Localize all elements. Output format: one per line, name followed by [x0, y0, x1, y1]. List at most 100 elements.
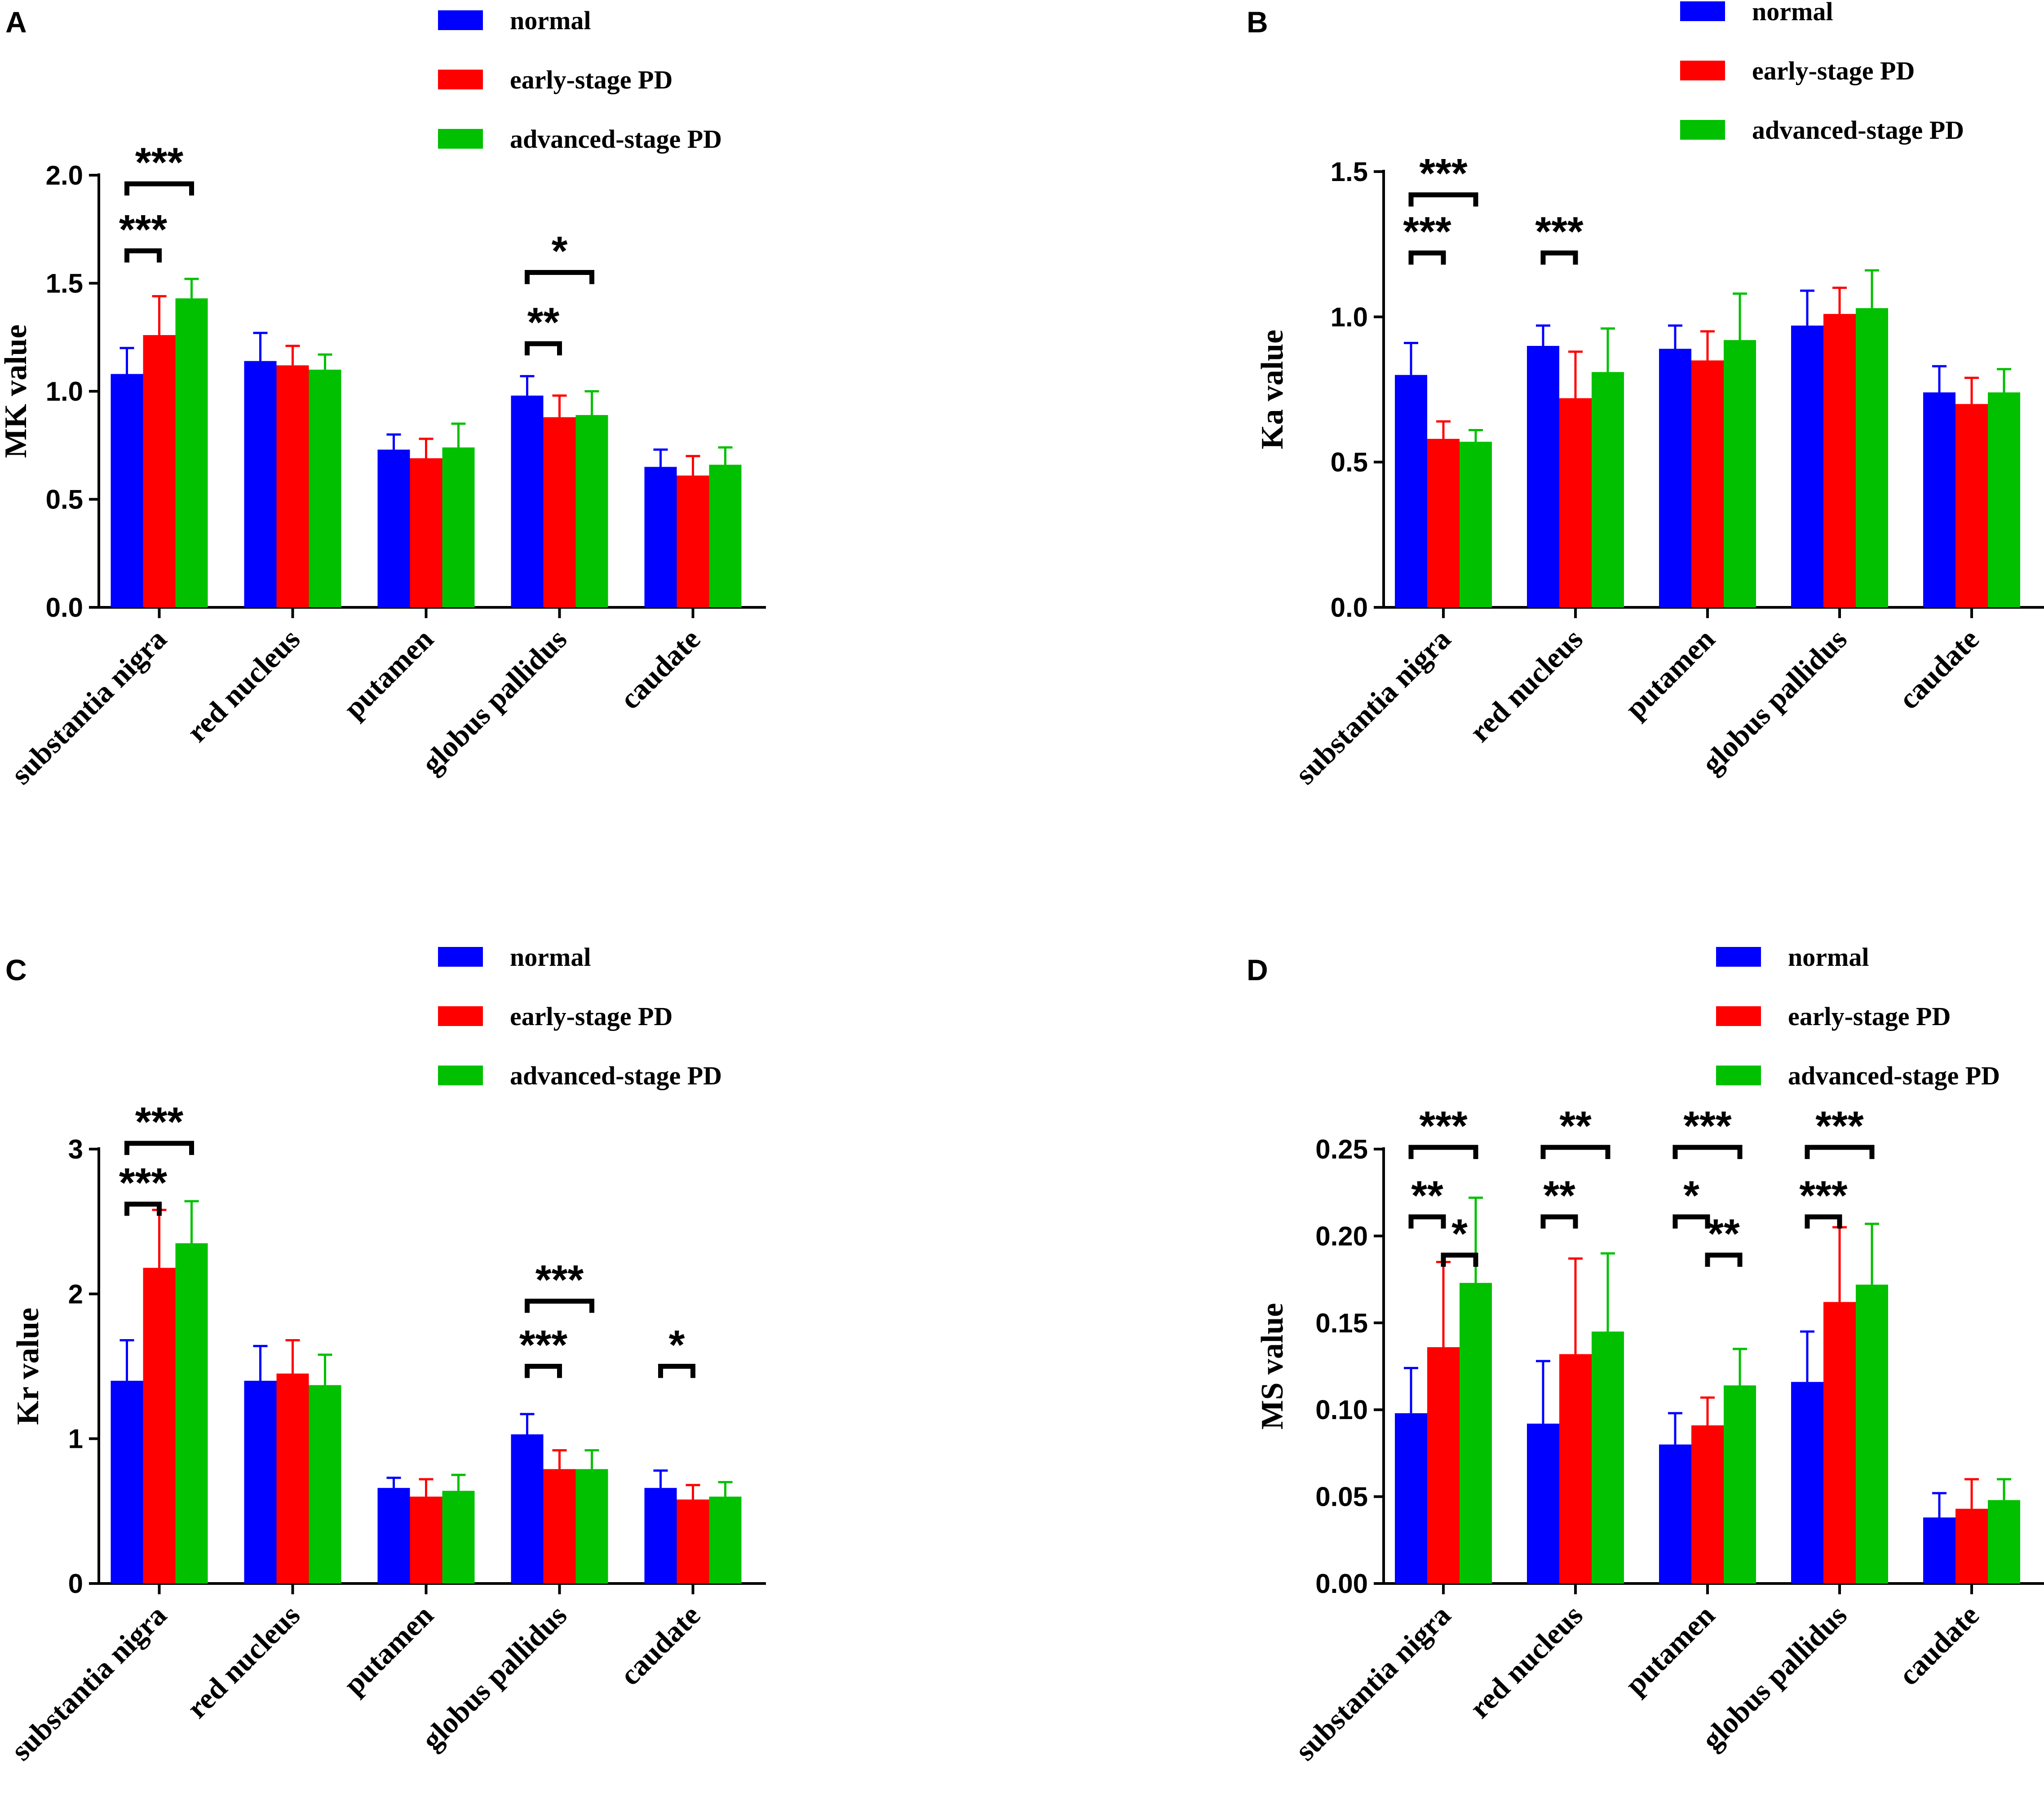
- legend-label-normal: normal: [1788, 942, 1869, 972]
- significance-bracket: [1805, 1145, 1875, 1159]
- bar-normal: [511, 395, 544, 607]
- bar-early: [143, 1268, 176, 1583]
- x-category-label: red nucleus: [181, 623, 306, 748]
- y-tick-label: 2.0: [46, 160, 83, 190]
- legend-label-early: early-stage PD: [510, 1002, 672, 1031]
- significance-bracket: [525, 341, 562, 356]
- y-tick-label: 0.0: [1331, 593, 1368, 623]
- legend-swatch-normal: [438, 947, 483, 967]
- significance-bracket: [1408, 250, 1446, 265]
- legend-label-advanced: advanced-stage PD: [1788, 1061, 2000, 1090]
- bar-normal: [1791, 1382, 1823, 1583]
- legend-swatch-early: [438, 70, 483, 89]
- bar-advanced: [1724, 1385, 1756, 1583]
- y-tick-label: 0.25: [1315, 1134, 1368, 1164]
- x-category-label: red nucleus: [1463, 623, 1589, 748]
- x-category-label: putamen: [1619, 1599, 1721, 1701]
- significance-bracket: [658, 1364, 695, 1378]
- significance-bracket: [1540, 250, 1578, 265]
- y-axis-title: MS value: [1255, 1303, 1290, 1430]
- significance-bracket: [1408, 192, 1478, 207]
- bar-normal: [1395, 375, 1427, 607]
- bar-early: [1691, 360, 1724, 607]
- panel-d: D 0.00 0.05 0.10 0.15 0.20 0.25 MS value substan…: [1247, 942, 2044, 1767]
- x-category-label: caudate: [1892, 1599, 1985, 1692]
- bar-advanced: [575, 415, 608, 607]
- bar-normal: [1395, 1413, 1427, 1583]
- legend-label-normal: normal: [1752, 0, 1833, 26]
- legend-label-normal: normal: [510, 942, 591, 972]
- panel-letter: C: [5, 953, 27, 986]
- significance-label: ***: [1683, 1103, 1732, 1149]
- bar-normal: [1659, 1444, 1691, 1583]
- bar-normal: [511, 1434, 544, 1583]
- bar-early: [1691, 1425, 1724, 1583]
- x-category-label: putamen: [337, 623, 440, 725]
- x-category-label: red nucleus: [181, 1599, 306, 1725]
- x-category-label: caudate: [1892, 623, 1985, 716]
- significance-label: ***: [1535, 209, 1584, 255]
- significance-bracket: [1805, 1214, 1842, 1229]
- significance-label: ***: [1799, 1173, 1848, 1219]
- significance-label: ***: [1815, 1103, 1864, 1149]
- significance-bracket: [525, 270, 594, 284]
- significance-label: ***: [1419, 151, 1468, 197]
- bar-normal: [377, 1488, 410, 1583]
- legend-swatch-advanced: [438, 1066, 483, 1085]
- bar-advanced: [1724, 340, 1756, 607]
- bar-advanced: [1460, 1283, 1492, 1583]
- significance-label: *: [669, 1322, 685, 1368]
- bar-early: [1956, 404, 1988, 607]
- bar-early: [1559, 1354, 1592, 1583]
- legend-swatch-normal: [1716, 947, 1761, 967]
- bar-early: [677, 475, 709, 607]
- bar-early: [677, 1499, 709, 1583]
- significance-label: **: [1543, 1173, 1575, 1219]
- legend-label-early: early-stage PD: [510, 65, 672, 94]
- significance-bracket: [1408, 1214, 1446, 1229]
- bar-advanced: [1856, 308, 1888, 607]
- significance-label: **: [527, 300, 560, 345]
- bar-advanced: [175, 1243, 208, 1583]
- y-tick-label: 0.20: [1315, 1221, 1368, 1251]
- y-tick-label: 0.10: [1315, 1395, 1368, 1425]
- y-axis-title: Kr value: [11, 1308, 45, 1425]
- bar-early: [543, 417, 576, 607]
- legend-swatch-advanced: [1680, 120, 1725, 140]
- bar-normal: [111, 374, 143, 607]
- significance-label: **: [1708, 1211, 1740, 1257]
- bar-normal: [644, 1488, 677, 1583]
- bar-advanced: [1988, 392, 2020, 607]
- bar-advanced: [575, 1469, 608, 1583]
- legend-label-early: early-stage PD: [1788, 1002, 1951, 1031]
- bar-normal: [111, 1380, 143, 1583]
- x-category-label: substantia nigra: [1289, 623, 1457, 791]
- x-category-label: red nucleus: [1463, 1599, 1589, 1725]
- significance-bracket: [1540, 1145, 1610, 1159]
- legend-label-advanced: advanced-stage PD: [1752, 115, 1964, 145]
- significance-bracket: [525, 1364, 562, 1378]
- y-tick-label: 0.05: [1315, 1482, 1368, 1512]
- bar-advanced: [1592, 372, 1624, 607]
- y-tick-label: 0.00: [1315, 1569, 1368, 1599]
- bar-advanced: [709, 1496, 742, 1583]
- legend-label-advanced: advanced-stage PD: [510, 124, 722, 154]
- bar-normal: [644, 467, 677, 607]
- legend-swatch-early: [438, 1006, 483, 1026]
- bar-advanced: [1592, 1331, 1624, 1583]
- significance-bracket: [1441, 1252, 1478, 1267]
- x-category-label: substantia nigra: [5, 1599, 173, 1767]
- panel-letter: D: [1247, 953, 1268, 986]
- bar-early: [1559, 398, 1592, 607]
- significance-label: ***: [1419, 1103, 1468, 1149]
- x-category-label: caudate: [614, 623, 707, 716]
- significance-label: ***: [135, 140, 184, 186]
- y-tick-label: 0.5: [46, 485, 83, 515]
- bar-early: [143, 335, 176, 607]
- bar-early: [276, 1373, 309, 1583]
- bar-advanced: [1460, 442, 1492, 607]
- significance-label: **: [1411, 1173, 1443, 1219]
- legend-swatch-early: [1716, 1006, 1761, 1026]
- legend-swatch-normal: [1680, 1, 1725, 21]
- significance-bracket: [1408, 1145, 1478, 1159]
